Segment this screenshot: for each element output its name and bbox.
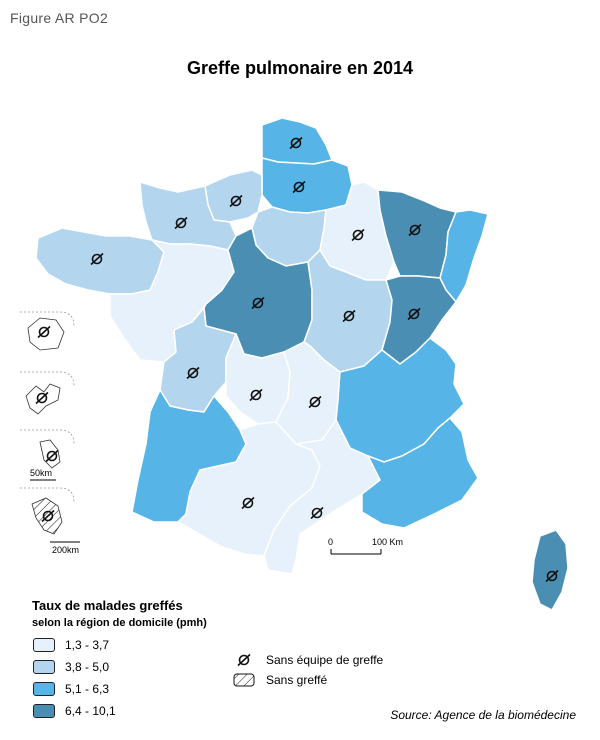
legend-item-class1: 1,3 - 3,7 — [33, 637, 109, 653]
scale-label-distance: 100 Km — [372, 537, 404, 547]
overseas-frame-3 — [20, 429, 75, 445]
legend-item-class3: 5,1 - 6,3 — [33, 681, 109, 697]
legend-subtitle: selon la région de domicile (pmh) — [32, 617, 207, 629]
region-languedoc-roussillon — [263, 419, 381, 575]
legend-swatch — [33, 704, 55, 718]
legend-label: 5,1 - 6,3 — [65, 682, 110, 696]
region-franche-comte — [381, 275, 457, 365]
source-note: Source: Agence de la biomédecine — [390, 708, 576, 722]
legend-symbol-no-graft: Sans greffé — [232, 672, 327, 688]
legend-symbol-no-team: Sans équipe de greffe — [232, 652, 383, 668]
figure-label: Figure AR PO2 — [10, 10, 109, 26]
legend-swatch — [33, 682, 55, 696]
main-scale-bar — [330, 549, 382, 555]
legend-item-class2: 3,8 - 5,0 — [33, 659, 109, 675]
slashed-circle-icon — [237, 653, 251, 667]
region-bretagne — [35, 227, 165, 295]
legend-item-class4: 6,4 - 10,1 — [33, 703, 116, 719]
legend-label: 1,3 - 3,7 — [65, 638, 110, 652]
region-paca — [361, 417, 479, 529]
scale-label-200km: 200km — [52, 545, 80, 555]
region-alsace — [439, 209, 489, 303]
overseas-frame-2 — [20, 371, 75, 387]
overseas-guadeloupe — [25, 383, 61, 415]
scale-label-zero: 0 — [328, 537, 334, 547]
legend-swatch — [33, 638, 55, 652]
legend-label: 6,4 - 10,1 — [65, 704, 116, 718]
overseas-martinique — [39, 439, 61, 469]
map-title: Greffe pulmonaire en 2014 — [186, 58, 414, 78]
legend-symbol-label: Sans équipe de greffe — [266, 653, 384, 667]
overseas-frame-4 — [20, 487, 75, 503]
region-corse — [531, 529, 569, 611]
overseas-reunion — [27, 317, 65, 351]
region-haute-normandie — [204, 169, 263, 223]
hatched-box-icon — [233, 673, 255, 687]
legend-swatch — [33, 660, 55, 674]
legend-symbol-label: Sans greffé — [266, 673, 328, 687]
scale-label-50km: 50km — [30, 468, 53, 478]
overseas-frame-1 — [20, 311, 75, 327]
legend-label: 3,8 - 5,0 — [65, 660, 110, 674]
legend-title: Taux de malades greffés — [32, 598, 183, 613]
region-picardie — [261, 157, 353, 214]
